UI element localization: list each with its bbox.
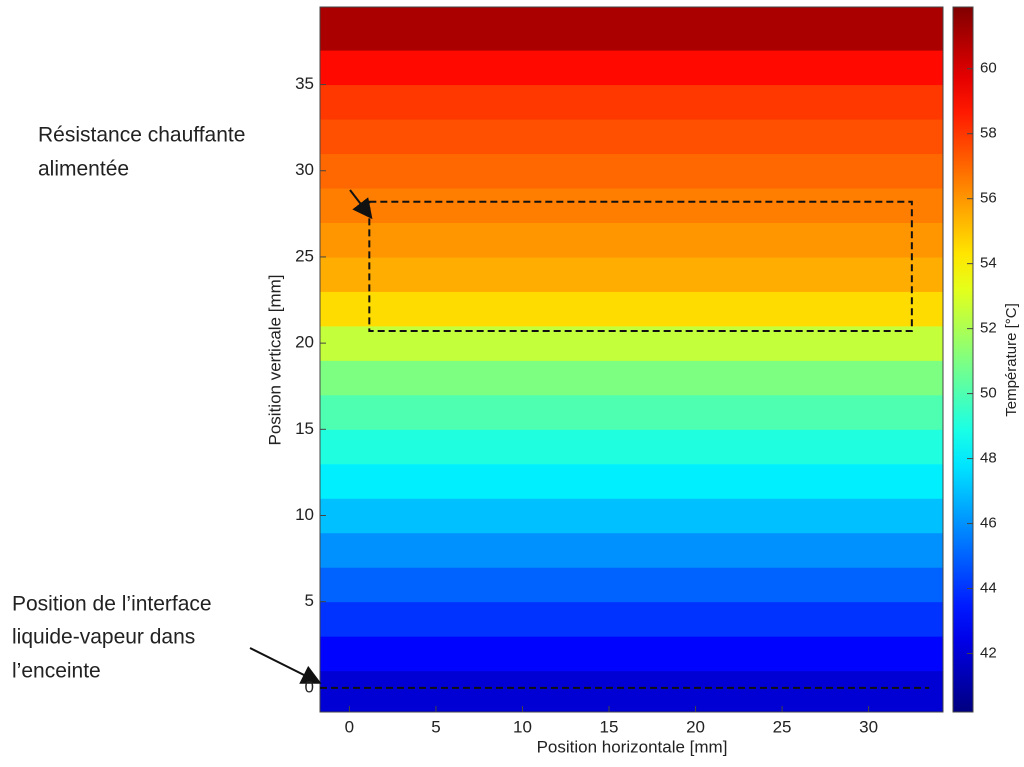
colorbar-tick-label: 48	[980, 450, 997, 467]
annotation: Résistance chauffante	[38, 124, 245, 147]
y-tick-label: 30	[295, 160, 314, 179]
annotation-box	[368, 200, 913, 333]
heat-row	[320, 498, 943, 534]
colorbar-tick-label: 58	[980, 125, 997, 142]
colorbar-tick-label: 50	[980, 385, 997, 402]
colorbar-tick-label: 54	[980, 255, 997, 272]
y-tick-label: 15	[295, 419, 314, 438]
annotation: liquide-vapeur dans	[12, 626, 195, 649]
heat-row	[320, 153, 943, 189]
x-axis-label: Position horizontale [mm]	[537, 737, 728, 756]
y-tick-label: 35	[295, 74, 314, 93]
arrow	[249, 647, 322, 684]
x-tick-label: 0	[345, 717, 354, 736]
heat-row	[320, 222, 943, 258]
plot-frame	[319, 6, 944, 713]
colorbar-tick-label: 46	[980, 515, 997, 532]
heat-row	[320, 50, 943, 86]
x-tick-label: 20	[686, 717, 705, 736]
heat-row	[320, 670, 943, 713]
y-tick-label: 5	[305, 591, 314, 610]
x-tick-label: 10	[513, 717, 532, 736]
x-tick-label: 5	[431, 717, 440, 736]
x-tick-label: 30	[859, 717, 878, 736]
colorbar-tick-label: 42	[980, 644, 997, 661]
heat-row	[320, 567, 943, 603]
y-axis-label: Position verticale [mm]	[265, 275, 284, 446]
heat-row	[320, 360, 943, 396]
y-tick-label: 10	[295, 505, 314, 524]
heat-row	[320, 463, 943, 499]
heatmap	[320, 7, 943, 713]
y-tick-label: 20	[295, 333, 314, 352]
x-tick-label: 25	[773, 717, 792, 736]
colorbar-tick-label: 56	[980, 190, 997, 207]
colorbar-tick-label: 52	[980, 320, 997, 337]
colorbar-label: Température [°C]	[1003, 303, 1020, 417]
heat-row	[320, 601, 943, 637]
x-tick-label: 15	[600, 717, 619, 736]
annotation: Position de l’interface	[12, 593, 212, 616]
heat-row	[320, 119, 943, 155]
heat-row	[320, 7, 943, 51]
heat-row	[320, 84, 943, 120]
heat-row	[320, 256, 943, 292]
heat-row	[320, 532, 943, 568]
arrow	[349, 189, 373, 220]
annotation: l’enceinte	[12, 660, 101, 683]
heat-row	[320, 187, 943, 223]
heat-row	[320, 636, 943, 672]
y-tick-label: 25	[295, 246, 314, 265]
colorbar-tick-label: 44	[980, 580, 997, 597]
y-tick-label: 0	[305, 677, 314, 696]
colorbar	[952, 6, 974, 713]
heat-row	[320, 429, 943, 465]
heat-row	[320, 394, 943, 430]
heat-row	[320, 291, 943, 327]
colorbar-tick-label: 60	[980, 60, 997, 77]
annotation: alimentée	[38, 158, 129, 181]
